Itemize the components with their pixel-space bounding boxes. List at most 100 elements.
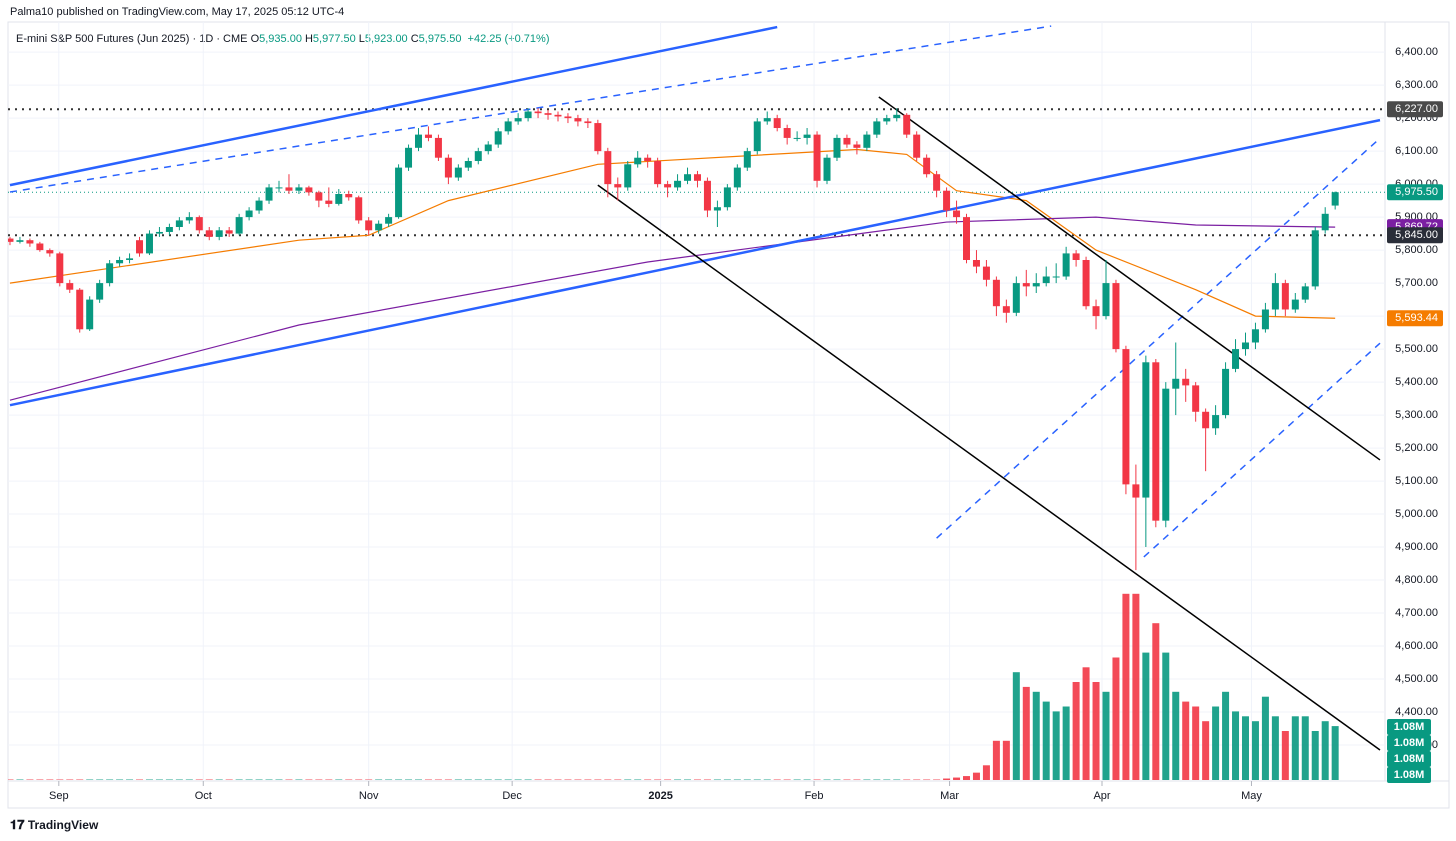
candle-body xyxy=(56,253,64,284)
candle-body xyxy=(1002,306,1010,313)
volume-bar xyxy=(684,779,692,781)
volume-bar xyxy=(554,779,562,781)
volume-badge-label: 1.08M xyxy=(1394,737,1425,749)
candle-body xyxy=(763,118,771,122)
volume-bar xyxy=(504,779,512,781)
candle-body xyxy=(424,134,432,138)
price-badge-label: 6,227.00 xyxy=(1395,103,1438,115)
brand: 𝟏𝟕 TradingView xyxy=(10,817,99,832)
ohlc-value: 5,975.50 xyxy=(418,33,462,45)
x-tick-label: Oct xyxy=(195,790,212,802)
y-tick-label: 5,000.00 xyxy=(1395,508,1438,520)
volume-bar xyxy=(1042,701,1050,780)
volume-bar xyxy=(614,779,622,781)
price-badge-label: 5,975.50 xyxy=(1395,186,1438,198)
volume-bar xyxy=(664,779,672,781)
candle-body xyxy=(225,230,233,234)
volume-bar xyxy=(205,779,213,781)
price-badge xyxy=(1387,184,1443,201)
candle-body xyxy=(982,266,990,280)
candle-body xyxy=(405,147,413,168)
volume-bar xyxy=(1212,706,1220,780)
volume-bar xyxy=(474,779,482,781)
volume-bar xyxy=(16,779,24,781)
x-tick-label: Feb xyxy=(805,790,824,802)
volume-bar xyxy=(405,779,413,781)
candle-body xyxy=(644,157,652,162)
candle-body xyxy=(1192,385,1200,412)
candle-body xyxy=(325,200,333,204)
candle-body xyxy=(375,223,383,231)
volume-bar xyxy=(265,779,273,781)
candle-body xyxy=(86,299,94,330)
volume-bar xyxy=(574,779,582,781)
volume-bar xyxy=(385,779,393,781)
candle-body xyxy=(295,187,303,191)
candle-body xyxy=(106,263,114,284)
candle-body xyxy=(1072,253,1080,260)
candle-body xyxy=(36,243,44,251)
candle-body xyxy=(504,121,512,132)
y-tick-label: 5,400.00 xyxy=(1395,376,1438,388)
candle-body xyxy=(175,220,183,228)
volume-bar xyxy=(1251,721,1259,780)
candle-body xyxy=(1311,230,1319,287)
volume-bar xyxy=(594,779,602,781)
volume-bar xyxy=(903,779,911,781)
volume-bar xyxy=(953,777,961,780)
candle-body xyxy=(823,157,831,181)
volume-bar xyxy=(813,779,821,781)
ohlc-key: C xyxy=(410,33,419,45)
volume-bar xyxy=(245,779,253,781)
candle-body xyxy=(255,200,263,211)
volume-bar xyxy=(424,779,432,781)
candle-body xyxy=(1092,306,1100,317)
volume-bar xyxy=(1122,593,1130,780)
candle-body xyxy=(664,184,672,188)
volume-bar xyxy=(155,779,163,781)
volume-badge-label: 1.08M xyxy=(1394,721,1425,733)
volume-bar xyxy=(444,779,452,781)
published-line: Palma10 published on TradingView.com, Ma… xyxy=(10,6,345,18)
candle-body xyxy=(1212,415,1220,429)
volume-bar xyxy=(923,779,931,781)
x-tick-label: Mar xyxy=(940,790,959,802)
candle-body xyxy=(604,151,612,185)
candle-body xyxy=(534,111,542,114)
candle-body xyxy=(245,210,253,218)
candle-body xyxy=(943,190,951,211)
x-tick-label: May xyxy=(1241,790,1262,802)
volume-bar xyxy=(1062,706,1070,780)
volume-bar xyxy=(484,779,492,781)
candle-body xyxy=(574,118,582,122)
volume-bar xyxy=(96,779,104,781)
candle-body xyxy=(16,240,24,242)
volume-badge xyxy=(1387,719,1431,735)
candle-body xyxy=(813,134,821,181)
candle-body xyxy=(165,227,173,232)
candle-body xyxy=(923,157,931,175)
volume-badge xyxy=(1387,767,1431,783)
candle-body xyxy=(335,194,343,204)
candle-body xyxy=(514,118,522,122)
volume-bar xyxy=(46,779,54,781)
volume-bar xyxy=(165,779,173,781)
candle-body xyxy=(803,134,811,138)
volume-bar xyxy=(693,779,701,781)
candle-body xyxy=(185,217,193,221)
candle-body xyxy=(1032,283,1040,287)
volume-badge-label: 1.08M xyxy=(1394,769,1425,781)
volume-bar xyxy=(1082,667,1090,780)
volume-bar xyxy=(26,779,34,781)
volume-bar xyxy=(913,779,921,781)
volume-bar xyxy=(624,779,632,781)
candle-body xyxy=(853,144,861,148)
candle-body xyxy=(474,151,482,162)
volume-bar xyxy=(1291,716,1299,780)
volume-bar xyxy=(753,779,761,781)
volume-bar xyxy=(145,779,153,781)
volume-bar xyxy=(1162,652,1170,780)
y-tick-label: 4,700.00 xyxy=(1395,607,1438,619)
candle-body xyxy=(1162,388,1170,521)
